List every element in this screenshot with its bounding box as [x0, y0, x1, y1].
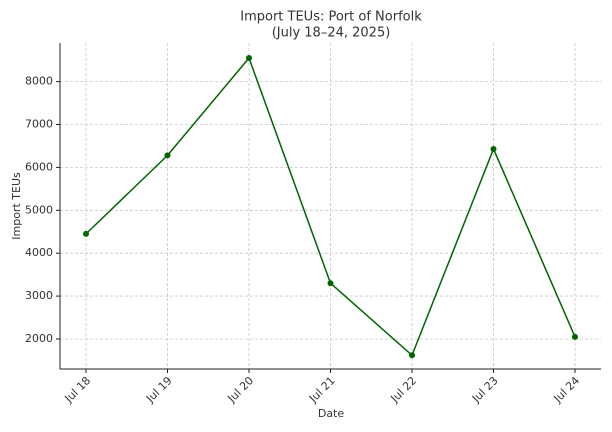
y-tick-label: 4000 — [25, 246, 53, 259]
y-tick-label: 2000 — [25, 332, 53, 345]
y-tick-label: 3000 — [25, 289, 53, 302]
x-tick-label: Jul 19 — [143, 374, 175, 406]
x-tick-label: Jul 22 — [388, 374, 420, 406]
y-tick-label: 5000 — [25, 203, 53, 216]
y-tick-label: 7000 — [25, 118, 53, 131]
point — [83, 230, 89, 237]
x-tick-label: Jul 23 — [469, 374, 501, 406]
y-axis-label: Import TEUs — [10, 172, 23, 240]
point — [246, 55, 252, 62]
chart-subtitle: (July 18–24, 2025) — [272, 26, 391, 41]
point — [327, 280, 334, 287]
point — [164, 152, 171, 159]
point — [572, 333, 578, 340]
y-tick-label: 6000 — [25, 160, 53, 173]
x-axis-label: Date — [318, 407, 345, 420]
x-tick-label: Jul 20 — [225, 374, 257, 406]
y-tick-label: 8000 — [25, 75, 53, 88]
chart-title: Import TEUs: Port of Norfolk — [240, 10, 422, 25]
point — [409, 352, 415, 359]
x-tick-label: Jul 21 — [306, 374, 338, 406]
point — [490, 145, 497, 152]
x-tick-label: Jul 24 — [551, 374, 583, 406]
x-tick-label: Jul 18 — [62, 374, 94, 406]
